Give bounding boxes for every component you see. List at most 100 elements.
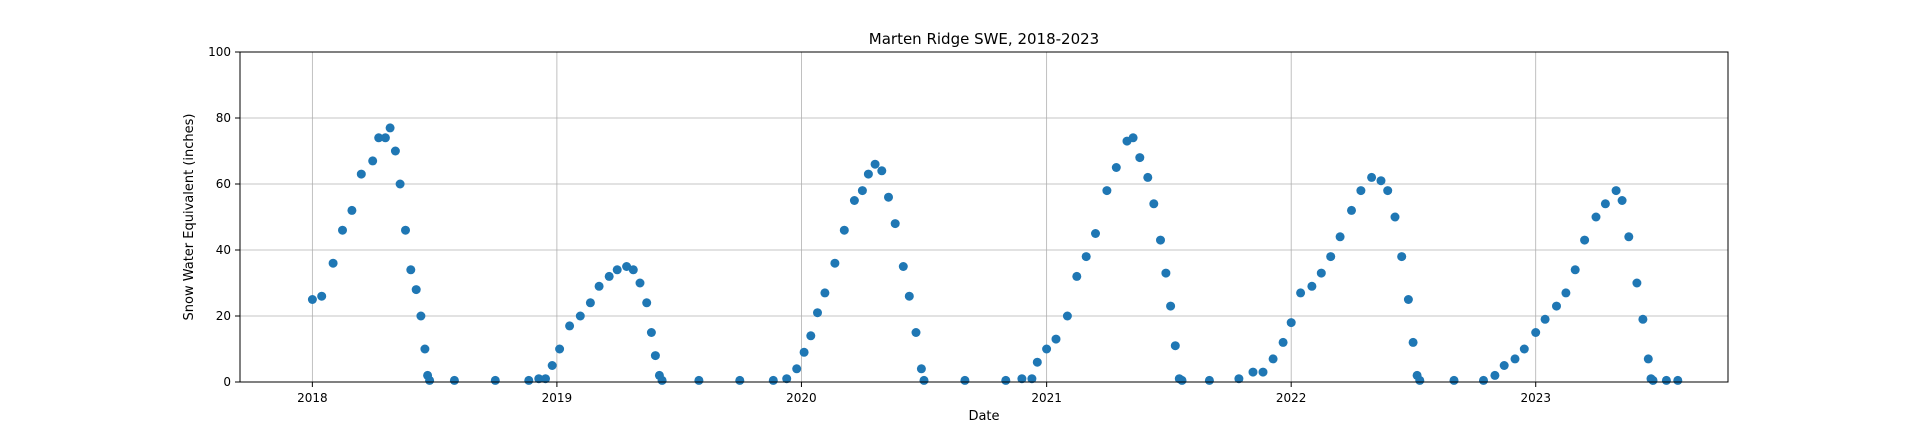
data-point xyxy=(857,186,867,196)
data-point xyxy=(1403,295,1413,304)
data-point xyxy=(1624,232,1634,242)
data-point xyxy=(1091,229,1100,238)
y-tick-label: 40 xyxy=(216,243,231,257)
data-point xyxy=(1268,354,1278,364)
data-point xyxy=(1390,212,1400,222)
data-point xyxy=(575,311,585,321)
data-point xyxy=(1638,314,1648,324)
data-point xyxy=(1128,133,1138,143)
data-point xyxy=(1326,252,1336,262)
data-point xyxy=(635,278,645,288)
data-point xyxy=(1347,205,1356,215)
data-point xyxy=(1111,163,1121,172)
data-point xyxy=(1648,375,1658,385)
x-tick-label: 2020 xyxy=(786,391,817,405)
data-point xyxy=(904,291,914,301)
data-point xyxy=(735,375,745,385)
data-point xyxy=(1490,370,1500,380)
data-point xyxy=(401,225,410,235)
data-point xyxy=(806,331,816,341)
data-point xyxy=(1335,232,1345,242)
data-point xyxy=(524,375,534,385)
data-point xyxy=(541,374,550,384)
data-points xyxy=(307,123,1683,385)
y-tick-label: 80 xyxy=(216,111,231,125)
data-point xyxy=(960,375,970,385)
data-point xyxy=(1149,199,1159,209)
data-point xyxy=(1661,375,1671,385)
data-point xyxy=(1510,354,1520,364)
data-point xyxy=(839,225,849,235)
data-point xyxy=(870,159,880,169)
data-point xyxy=(1617,196,1627,205)
x-tick-label: 2022 xyxy=(1276,391,1307,405)
data-point xyxy=(1479,375,1488,385)
data-point xyxy=(1540,314,1550,324)
data-point xyxy=(1552,301,1561,311)
data-point xyxy=(1307,281,1317,291)
data-point xyxy=(356,169,366,179)
data-point xyxy=(1143,172,1153,182)
y-tick-label: 0 xyxy=(223,375,231,389)
data-point xyxy=(565,321,575,331)
data-point xyxy=(916,364,926,374)
data-point xyxy=(1286,318,1296,328)
data-point xyxy=(420,344,430,354)
data-point xyxy=(1032,357,1042,367)
data-point xyxy=(919,375,929,385)
data-point xyxy=(1519,344,1529,354)
y-tick-label: 100 xyxy=(208,45,231,59)
data-point xyxy=(1204,375,1214,385)
y-tick-label: 60 xyxy=(216,177,231,191)
data-point xyxy=(338,225,347,235)
data-point xyxy=(547,361,557,370)
data-point xyxy=(1156,235,1165,245)
x-axis-label: Date xyxy=(968,409,999,424)
data-point xyxy=(1102,186,1112,196)
data-point xyxy=(1499,361,1509,370)
data-point xyxy=(1177,375,1187,385)
data-point xyxy=(1001,375,1011,385)
data-point xyxy=(328,258,338,268)
data-point xyxy=(1278,337,1288,347)
y-tick-label: 20 xyxy=(216,309,231,323)
x-tick-label: 2019 xyxy=(542,391,573,405)
data-point xyxy=(792,364,802,374)
data-point xyxy=(1600,199,1610,209)
data-point xyxy=(628,265,638,275)
data-point xyxy=(380,133,390,143)
data-point xyxy=(849,196,859,205)
data-point xyxy=(1062,311,1072,321)
data-point xyxy=(385,123,395,133)
data-point xyxy=(1415,375,1425,385)
data-point xyxy=(390,146,400,156)
x-tick-label: 2018 xyxy=(297,391,328,405)
data-point xyxy=(594,281,604,291)
data-point xyxy=(1027,374,1037,384)
data-point xyxy=(449,375,459,385)
data-point xyxy=(1166,301,1176,311)
data-point xyxy=(1367,172,1377,182)
data-point xyxy=(317,291,327,301)
data-point xyxy=(1356,186,1366,196)
x-axis-ticks: 2018 2019 2020 2021 2022 2023 xyxy=(297,382,1551,405)
data-point xyxy=(1611,186,1621,196)
data-point xyxy=(1591,212,1601,222)
data-point xyxy=(1248,367,1258,377)
plot-frame xyxy=(239,51,1729,383)
data-point xyxy=(1449,375,1459,385)
x-tick-label: 2023 xyxy=(1520,391,1551,405)
data-point xyxy=(768,375,778,385)
data-point xyxy=(898,262,908,271)
data-point xyxy=(646,328,656,337)
data-point xyxy=(1161,268,1171,278)
data-point xyxy=(1072,271,1082,281)
data-point xyxy=(374,133,384,143)
data-point xyxy=(425,375,435,385)
data-point xyxy=(490,375,500,385)
data-point xyxy=(416,311,426,321)
data-point xyxy=(890,219,900,229)
data-point xyxy=(1051,334,1061,344)
data-point xyxy=(1580,235,1590,245)
